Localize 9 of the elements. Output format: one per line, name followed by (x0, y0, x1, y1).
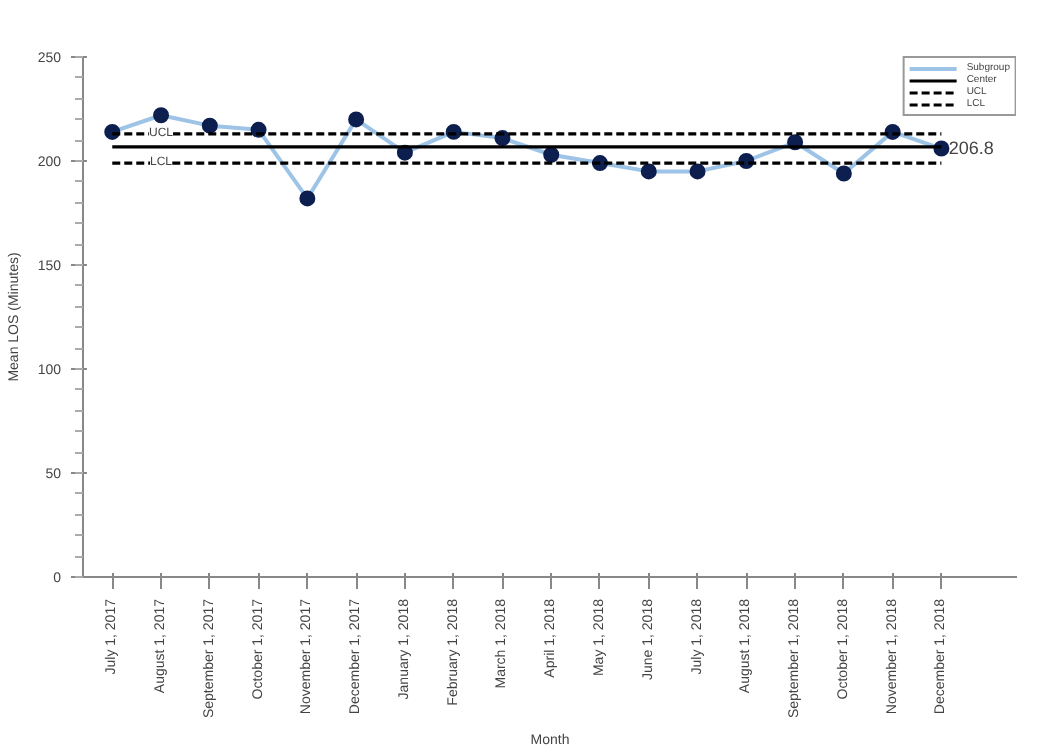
point (201, 117, 218, 134)
point (640, 163, 657, 180)
point (348, 111, 365, 128)
point (543, 146, 560, 163)
point (835, 165, 852, 182)
point (299, 190, 316, 207)
point (153, 107, 170, 124)
point (689, 163, 706, 180)
annotation: 206.8 (948, 137, 994, 158)
